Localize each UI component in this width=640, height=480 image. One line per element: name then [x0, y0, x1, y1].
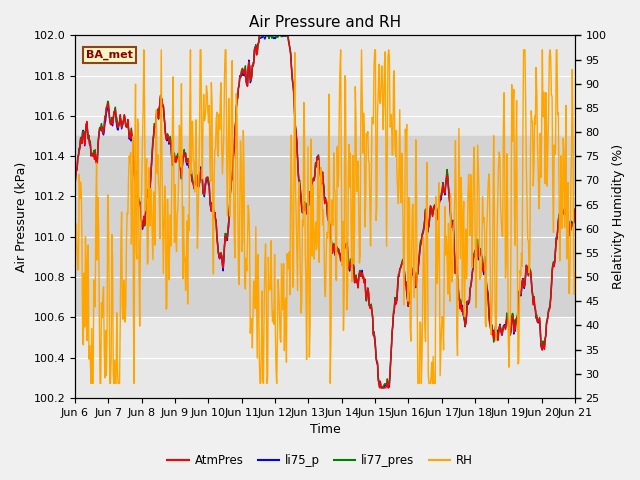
Legend: AtmPres, li75_p, li77_pres, RH: AtmPres, li75_p, li77_pres, RH	[163, 449, 477, 472]
Bar	[75, 136, 575, 317]
Y-axis label: Relativity Humidity (%): Relativity Humidity (%)	[612, 144, 625, 289]
Title: Air Pressure and RH: Air Pressure and RH	[249, 15, 401, 30]
Y-axis label: Air Pressure (kPa): Air Pressure (kPa)	[15, 161, 28, 272]
X-axis label: Time: Time	[310, 423, 340, 436]
Text: BA_met: BA_met	[86, 50, 133, 60]
